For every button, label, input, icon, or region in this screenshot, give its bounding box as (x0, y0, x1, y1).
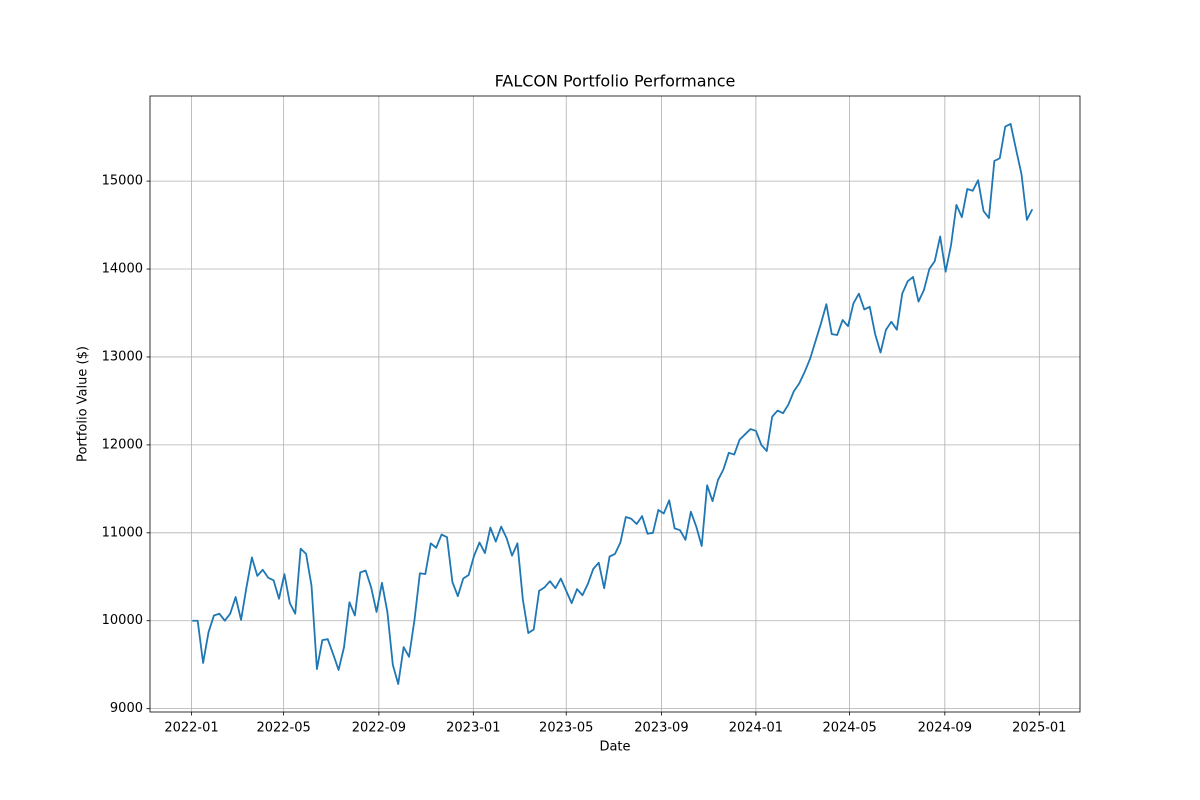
plot-frame (149, 95, 1081, 713)
x-tick-label: 2025-01 (1012, 721, 1066, 736)
y-tick-label: 10000 (102, 613, 143, 628)
x-tick-label: 2022-01 (164, 721, 218, 736)
y-tick-label: 13000 (102, 349, 143, 364)
x-tick-label: 2023-01 (446, 721, 500, 736)
grid-layer (150, 96, 1080, 712)
x-axis-label: Date (599, 740, 630, 755)
x-tick-label: 2024-05 (822, 721, 876, 736)
x-tick-label: 2024-01 (729, 721, 783, 736)
y-axis-label: Portfolio Value ($) (76, 346, 91, 462)
y-tick-label: 15000 (102, 174, 143, 189)
x-tick-label: 2022-09 (352, 721, 406, 736)
x-tick-label: 2024-09 (918, 721, 972, 736)
data-layer (192, 123, 1034, 685)
y-tick-label: 12000 (102, 437, 143, 452)
y-tick-label: 11000 (102, 525, 143, 540)
x-tick-label: 2022-05 (256, 721, 310, 736)
data-line (192, 123, 1034, 685)
y-tick-label: 9000 (110, 701, 143, 716)
x-tick-label: 2023-05 (539, 721, 593, 736)
chart-title: FALCON Portfolio Performance (495, 72, 736, 91)
y-tick-label: 14000 (102, 262, 143, 277)
x-tick-label: 2023-09 (634, 721, 688, 736)
